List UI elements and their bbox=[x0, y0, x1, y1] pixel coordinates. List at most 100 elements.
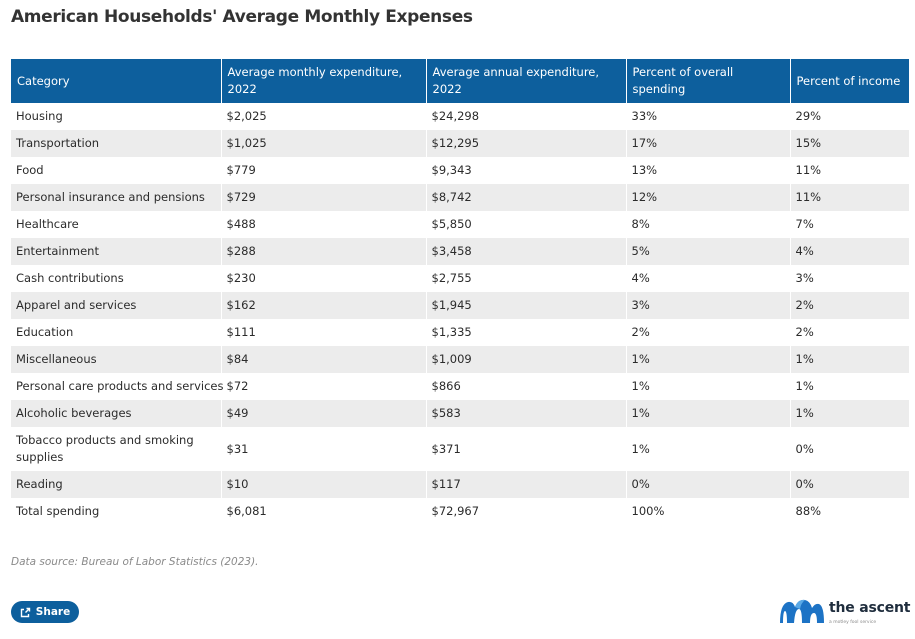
value-cell: $111 bbox=[221, 319, 427, 346]
category-cell: Healthcare bbox=[11, 211, 222, 238]
value-cell: $2,025 bbox=[221, 103, 427, 130]
value-cell: $1,335 bbox=[426, 319, 627, 346]
brand-name: the ascent bbox=[829, 600, 911, 616]
value-cell: 11% bbox=[790, 157, 909, 184]
table-row: Food $779 $9,343 13% 11% bbox=[11, 157, 909, 184]
value-cell: $2,755 bbox=[426, 265, 627, 292]
value-cell: 1% bbox=[626, 373, 791, 400]
value-cell: $162 bbox=[221, 292, 427, 319]
ascent-logo-icon bbox=[780, 599, 824, 623]
value-cell: $3,458 bbox=[426, 238, 627, 265]
value-cell: 0% bbox=[626, 471, 791, 498]
value-cell: 15% bbox=[790, 130, 909, 157]
table-row: Miscellaneous $84 $1,009 1% 1% bbox=[11, 346, 909, 373]
category-cell: Reading bbox=[11, 471, 222, 498]
table-row: Total spending $6,081 $72,967 100% 88% bbox=[11, 498, 909, 525]
expenses-table: Category Average monthly expenditure, 202… bbox=[11, 59, 909, 525]
table-row: Housing $2,025 $24,298 33% 29% bbox=[11, 103, 909, 130]
table-row: Apparel and services $162 $1,945 3% 2% bbox=[11, 292, 909, 319]
value-cell: 3% bbox=[626, 292, 791, 319]
value-cell: 1% bbox=[626, 400, 791, 427]
value-cell: $1,009 bbox=[426, 346, 627, 373]
brand-logo[interactable]: the ascent a motley fool service bbox=[779, 596, 911, 630]
category-cell: Entertainment bbox=[11, 238, 222, 265]
value-cell: $84 bbox=[221, 346, 427, 373]
table-row: Transportation $1,025 $12,295 17% 15% bbox=[11, 130, 909, 157]
value-cell: $49 bbox=[221, 400, 427, 427]
value-cell: 4% bbox=[790, 238, 909, 265]
category-cell: Personal care products and services bbox=[11, 373, 223, 400]
value-cell: $5,850 bbox=[426, 211, 627, 238]
category-cell: Cash contributions bbox=[11, 265, 222, 292]
value-cell: 8% bbox=[626, 211, 791, 238]
value-cell: 29% bbox=[790, 103, 909, 130]
value-cell: $230 bbox=[221, 265, 427, 292]
table-row: Reading $10 $117 0% 0% bbox=[11, 471, 909, 498]
value-cell: 88% bbox=[790, 498, 909, 525]
column-header: Category bbox=[11, 59, 222, 103]
value-cell: 100% bbox=[626, 498, 791, 525]
value-cell: 1% bbox=[790, 400, 909, 427]
value-cell: $31 bbox=[221, 427, 427, 471]
value-cell: $866 bbox=[426, 373, 627, 400]
value-cell: 2% bbox=[790, 292, 909, 319]
column-header: Percent of income bbox=[790, 59, 909, 103]
table-row: Personal care products and services $72 $8… bbox=[11, 373, 909, 400]
table-row: Tobacco products and smoking supplies $31… bbox=[11, 427, 909, 471]
value-cell: $488 bbox=[221, 211, 427, 238]
value-cell: 13% bbox=[626, 157, 791, 184]
share-button[interactable]: Share bbox=[11, 601, 79, 623]
chart-title: American Households' Average Monthly Exp… bbox=[11, 7, 473, 27]
category-cell: Apparel and services bbox=[11, 292, 222, 319]
value-cell: $729 bbox=[221, 184, 427, 211]
table-row: Entertainment $288 $3,458 5% 4% bbox=[11, 238, 909, 265]
value-cell: 1% bbox=[626, 427, 791, 471]
value-cell: 1% bbox=[790, 373, 909, 400]
table-row: Personal insurance and pensions $729 $8,74… bbox=[11, 184, 909, 211]
table-row: Alcoholic beverages $49 $583 1% 1% bbox=[11, 400, 909, 427]
value-cell: 17% bbox=[626, 130, 791, 157]
column-header: Percent of overall spending bbox=[626, 59, 791, 103]
value-cell: 12% bbox=[626, 184, 791, 211]
value-cell: $10 bbox=[221, 471, 427, 498]
category-cell: Total spending bbox=[11, 498, 222, 525]
value-cell: 33% bbox=[626, 103, 791, 130]
value-cell: 7% bbox=[790, 211, 909, 238]
value-cell: $1,025 bbox=[221, 130, 427, 157]
share-label: Share bbox=[35, 606, 71, 618]
value-cell: $8,742 bbox=[426, 184, 627, 211]
table-header-row: Category Average monthly expenditure, 202… bbox=[11, 59, 909, 103]
brand-tagline: a motley fool service bbox=[829, 620, 877, 625]
column-header: Average monthly expenditure, 2022 bbox=[221, 59, 427, 103]
value-cell: $6,081 bbox=[221, 498, 427, 525]
value-cell: 0% bbox=[790, 471, 909, 498]
category-cell: Education bbox=[11, 319, 222, 346]
table-row: Education $111 $1,335 2% 2% bbox=[11, 319, 909, 346]
category-cell: Food bbox=[11, 157, 222, 184]
value-cell: 5% bbox=[626, 238, 791, 265]
category-cell: Tobacco products and smoking supplies bbox=[11, 427, 222, 471]
value-cell: $72,967 bbox=[426, 498, 627, 525]
value-cell: 1% bbox=[626, 346, 791, 373]
share-icon bbox=[20, 607, 30, 617]
value-cell: 0% bbox=[790, 427, 909, 471]
column-header: Average annual expenditure, 2022 bbox=[426, 59, 627, 103]
value-cell: $371 bbox=[426, 427, 627, 471]
table-body: Housing $2,025 $24,298 33% 29% Transportation… bbox=[11, 103, 909, 525]
value-cell: $117 bbox=[426, 471, 627, 498]
category-cell: Housing bbox=[11, 103, 222, 130]
value-cell: 3% bbox=[790, 265, 909, 292]
value-cell: $1,945 bbox=[426, 292, 627, 319]
table-row: Healthcare $488 $5,850 8% 7% bbox=[11, 211, 909, 238]
value-cell: 11% bbox=[790, 184, 909, 211]
value-cell: 4% bbox=[626, 265, 791, 292]
value-cell: 2% bbox=[790, 319, 909, 346]
category-cell: Miscellaneous bbox=[11, 346, 222, 373]
value-cell: $72 bbox=[221, 373, 427, 400]
value-cell: $583 bbox=[426, 400, 627, 427]
value-cell: 2% bbox=[626, 319, 791, 346]
value-cell: 1% bbox=[790, 346, 909, 373]
value-cell: $12,295 bbox=[426, 130, 627, 157]
category-cell: Alcoholic beverages bbox=[11, 400, 222, 427]
value-cell: $779 bbox=[221, 157, 427, 184]
